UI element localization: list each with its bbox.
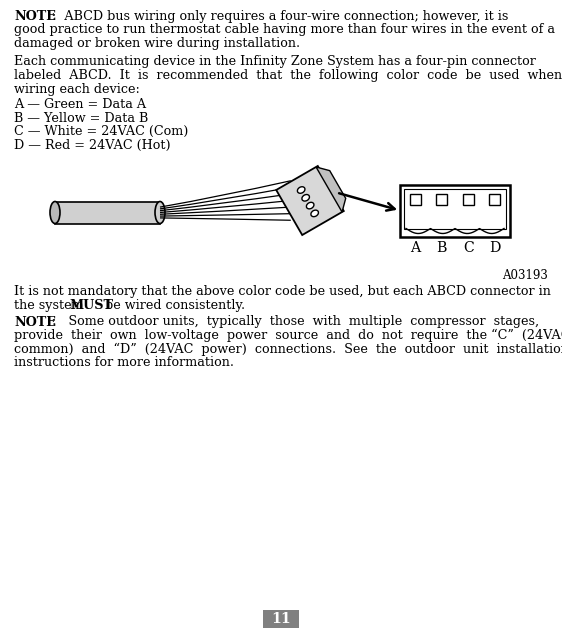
Text: Each communicating device in the Infinity Zone System has a four‑pin connector: Each communicating device in the Infinit…: [14, 55, 536, 69]
Text: NOTE: NOTE: [14, 315, 56, 329]
Text: NOTE: NOTE: [14, 10, 56, 23]
Text: A: A: [410, 242, 420, 256]
Text: MUST: MUST: [69, 299, 113, 312]
Ellipse shape: [302, 195, 310, 201]
Ellipse shape: [311, 210, 319, 217]
Text: C: C: [463, 242, 474, 256]
Ellipse shape: [155, 202, 165, 223]
Bar: [489, 193, 500, 205]
Text: instructions for more information.: instructions for more information.: [14, 356, 234, 369]
Text: A — Green = Data A: A — Green = Data A: [14, 98, 146, 111]
Text: be wired consistently.: be wired consistently.: [101, 299, 245, 312]
Polygon shape: [316, 167, 346, 212]
Bar: [404, 188, 506, 228]
Text: the system: the system: [14, 299, 88, 312]
Text: B: B: [437, 242, 447, 256]
Bar: [463, 193, 474, 205]
Text: :   Some outdoor units,  typically  those  with  multiple  compressor  stages,: : Some outdoor units, typically those wi…: [52, 315, 539, 329]
Text: 11: 11: [271, 612, 291, 626]
Text: good practice to run thermostat cable having more than four wires in the event o: good practice to run thermostat cable ha…: [14, 24, 555, 36]
Text: common)  and  “D”  (24VAC  power)  connections.  See  the  outdoor  unit  instal: common) and “D” (24VAC power) connection…: [14, 343, 562, 356]
Text: labeled  ABCD.  It  is  recommended  that  the  following  color  code  be  used: labeled ABCD. It is recommended that the…: [14, 69, 562, 82]
Bar: [436, 193, 447, 205]
Text: wiring each device:: wiring each device:: [14, 83, 140, 95]
Text: D — Red = 24VAC (Hot): D — Red = 24VAC (Hot): [14, 139, 171, 151]
Bar: [410, 193, 421, 205]
Text: C — White = 24VAC (Com): C — White = 24VAC (Com): [14, 125, 188, 138]
Ellipse shape: [297, 187, 305, 193]
Polygon shape: [276, 166, 344, 235]
Text: provide  their  own  low‑voltage  power  source  and  do  not  require  the “C” : provide their own low‑voltage power sour…: [14, 329, 562, 342]
Bar: [400, 184, 510, 237]
Text: A03193: A03193: [502, 269, 548, 282]
Text: :  ABCD bus wiring only requires a four‑wire connection; however, it is: : ABCD bus wiring only requires a four‑w…: [52, 10, 509, 23]
Text: D: D: [489, 242, 500, 256]
Text: damaged or broken wire during installation.: damaged or broken wire during installati…: [14, 37, 300, 50]
Bar: [55, 202, 160, 223]
Bar: [263, 610, 299, 628]
Text: B — Yellow = Data B: B — Yellow = Data B: [14, 111, 148, 125]
Ellipse shape: [306, 202, 314, 209]
Ellipse shape: [50, 202, 60, 223]
Text: It is not mandatory that the above color code be used, but each ABCD connector i: It is not mandatory that the above color…: [14, 286, 551, 298]
